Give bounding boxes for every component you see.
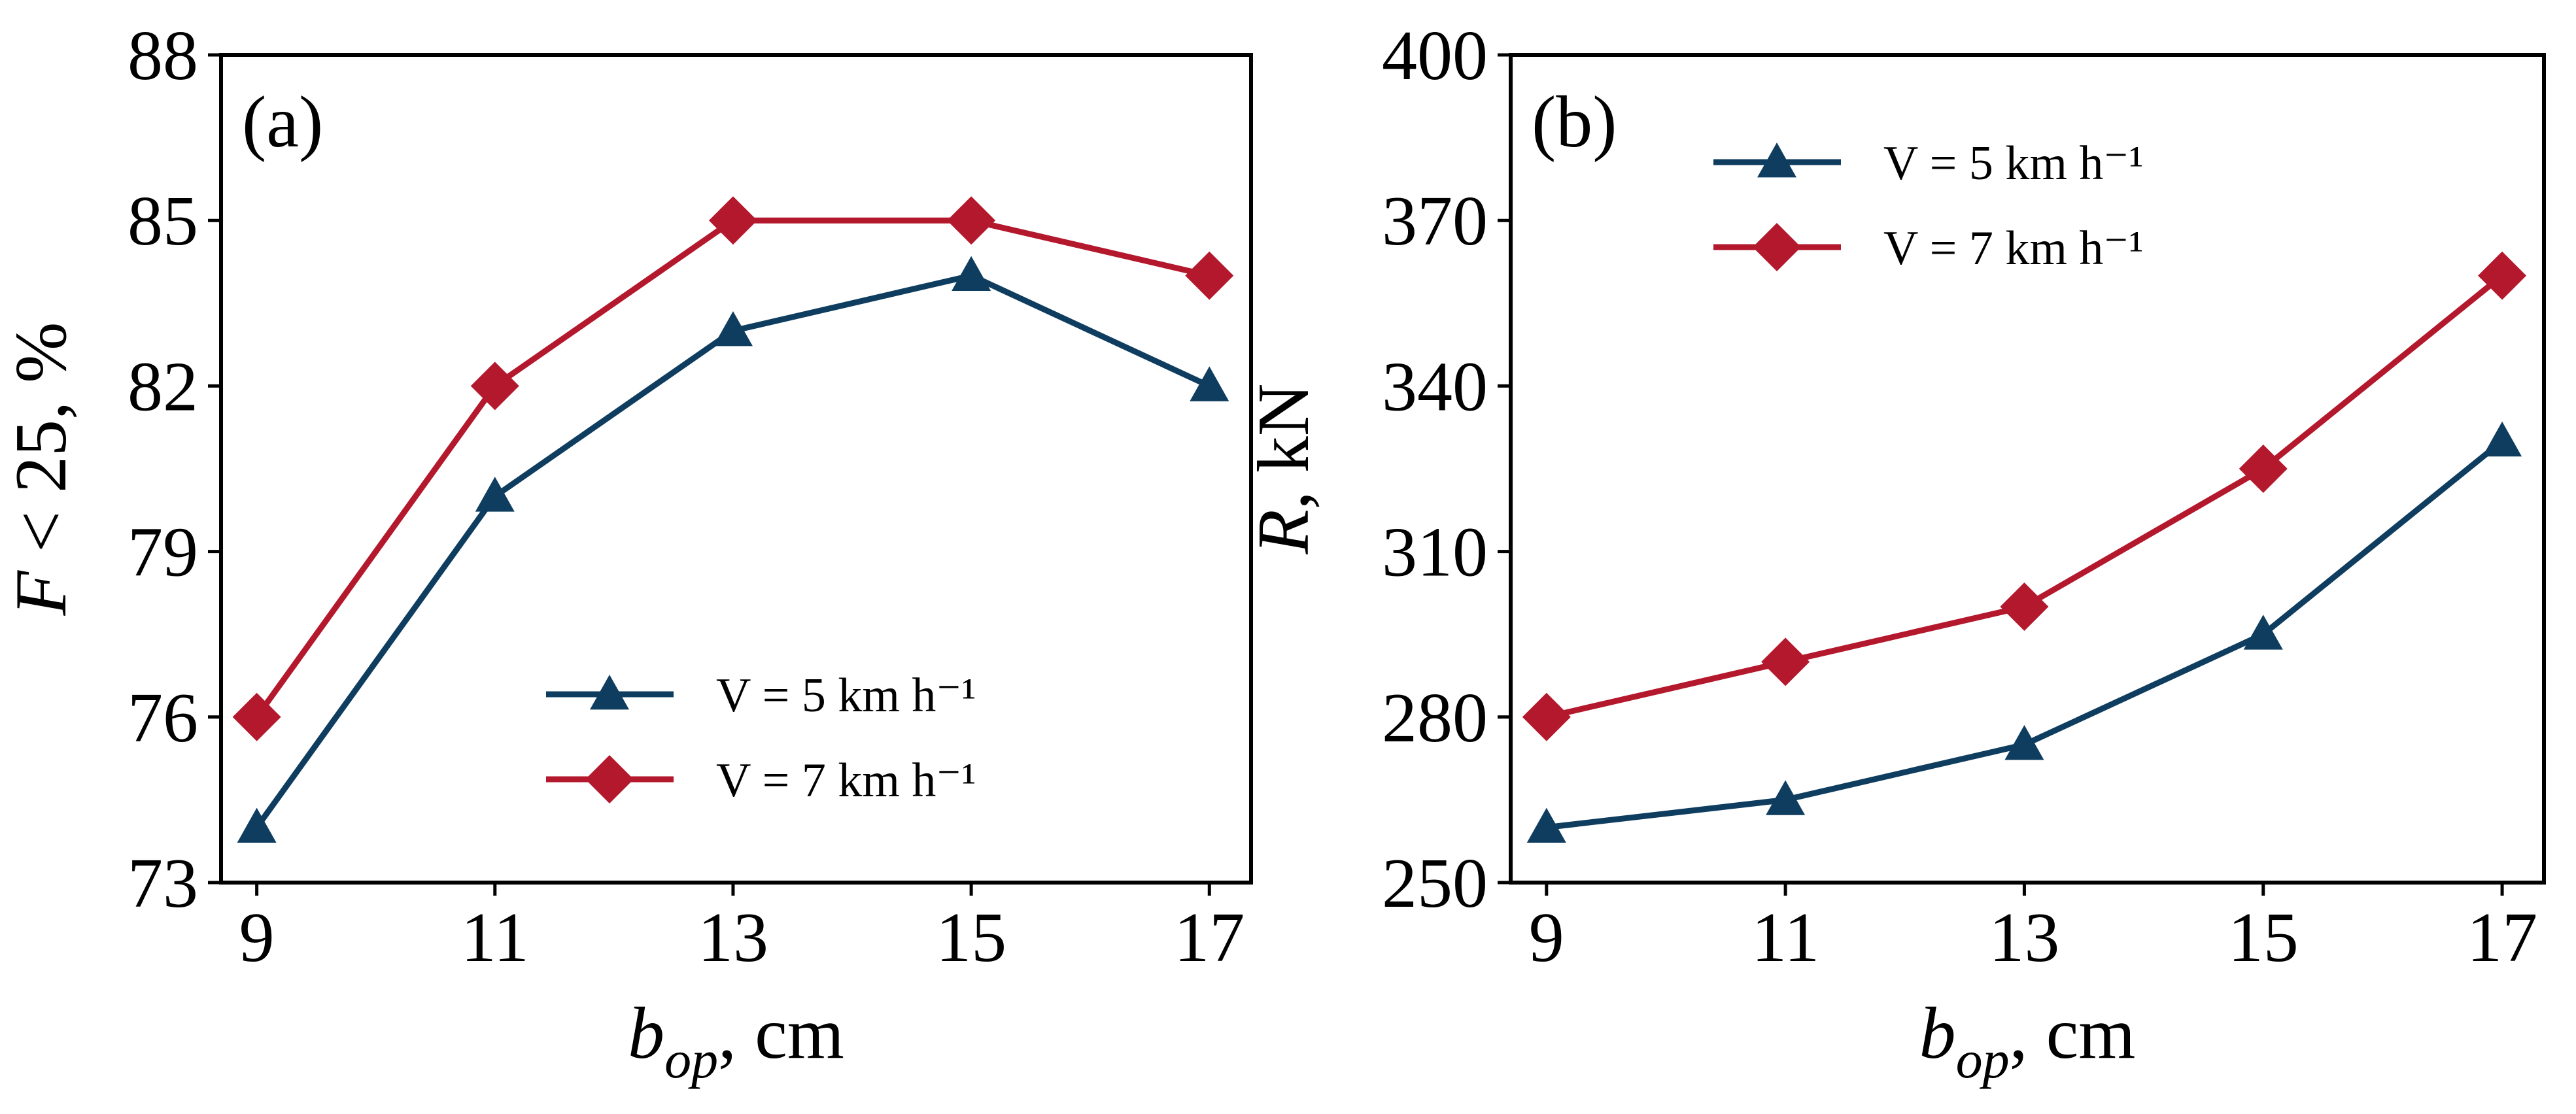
x-tick-label: 9 bbox=[1529, 899, 1564, 977]
diamond-marker bbox=[947, 196, 996, 245]
triangle-marker bbox=[713, 311, 753, 346]
x-axis-label-unit: , cm bbox=[2010, 993, 2136, 1074]
legend-entry: V = 5 km h⁻¹ bbox=[1713, 137, 2144, 190]
x-tick-label: 17 bbox=[1174, 899, 1245, 977]
triangle-marker bbox=[1766, 780, 1806, 815]
legend-entry: V = 7 km h⁻¹ bbox=[546, 754, 976, 807]
x-tick-label: 11 bbox=[1751, 899, 1819, 977]
diamond-marker bbox=[1185, 251, 1234, 300]
triangle-marker bbox=[952, 256, 991, 291]
legend-marker bbox=[1753, 223, 1801, 271]
panel-label: (b) bbox=[1532, 82, 1617, 163]
triangle-marker bbox=[1190, 366, 1229, 401]
legend-entry: V = 5 km h⁻¹ bbox=[546, 669, 976, 722]
x-tick-label: 9 bbox=[239, 899, 275, 977]
x-tick-label: 15 bbox=[2228, 899, 2299, 977]
diamond-marker bbox=[232, 692, 281, 741]
panel-label: (a) bbox=[242, 82, 323, 163]
legend-marker bbox=[1757, 143, 1796, 178]
y-tick-label: 88 bbox=[128, 17, 198, 95]
y-tick-label: 73 bbox=[128, 845, 198, 922]
series-v5 bbox=[237, 256, 1229, 843]
series-v7 bbox=[232, 196, 1234, 741]
y-tick-label: 76 bbox=[128, 679, 198, 757]
diamond-marker bbox=[2478, 251, 2527, 300]
x-axis-label: bop, cm bbox=[628, 993, 844, 1089]
y-tick-label: 79 bbox=[128, 514, 198, 592]
diamond-marker bbox=[1522, 692, 1571, 741]
series-line bbox=[1545, 273, 2504, 720]
x-tick-label: 13 bbox=[698, 899, 768, 977]
y-tick-label: 400 bbox=[1382, 17, 1488, 95]
legend-label: V = 5 km h⁻¹ bbox=[716, 669, 976, 722]
legend-entry: V = 7 km h⁻¹ bbox=[1713, 222, 2144, 275]
legend-label: V = 5 km h⁻¹ bbox=[1883, 137, 2144, 190]
triangle-marker bbox=[2004, 725, 2044, 760]
y-axis-label-unit: < 25, % bbox=[1, 322, 82, 571]
x-tick-label: 15 bbox=[936, 899, 1006, 977]
y-tick-label: 340 bbox=[1382, 348, 1488, 426]
panel-b: 250 280 310 340 370 400 9 11 13 15 17 bop, cm R, kN (… bbox=[1243, 17, 2546, 1089]
y-axis-label: F < 25, % bbox=[1, 322, 82, 616]
y-axis-label-main: R bbox=[1243, 509, 1324, 554]
plot-frame bbox=[219, 53, 1253, 885]
y-tick-label: 250 bbox=[1382, 845, 1488, 922]
x-axis-label-main: b bbox=[628, 993, 664, 1074]
series-line bbox=[1546, 439, 2504, 831]
triangle-marker bbox=[2243, 615, 2283, 650]
plot-frame bbox=[1509, 53, 2546, 885]
diamond-marker bbox=[708, 196, 757, 245]
triangle-marker bbox=[237, 807, 277, 843]
y-tick-label: 370 bbox=[1382, 182, 1488, 260]
x-tick-label: 17 bbox=[2467, 899, 2537, 977]
y-axis-label: R, kN bbox=[1243, 383, 1324, 554]
diamond-marker bbox=[470, 362, 519, 411]
y-axis-label-unit: , kN bbox=[1243, 383, 1324, 509]
legend-label: V = 7 km h⁻¹ bbox=[716, 754, 976, 807]
x-axis-label-subscript: op bbox=[1956, 1030, 2010, 1089]
triangle-marker bbox=[475, 477, 515, 512]
triangle-marker bbox=[1526, 807, 1566, 843]
legend-marker bbox=[590, 675, 629, 710]
series-v5 bbox=[1526, 421, 2522, 843]
series-line bbox=[254, 217, 1211, 719]
legend-label: V = 7 km h⁻¹ bbox=[1883, 222, 2144, 275]
x-axis-label-unit: , cm bbox=[718, 993, 844, 1074]
legend-marker bbox=[585, 755, 634, 803]
y-tick-label: 310 bbox=[1382, 514, 1488, 592]
x-axis-label: bop, cm bbox=[1919, 993, 2136, 1089]
x-tick-label: 11 bbox=[461, 899, 529, 977]
triangle-marker bbox=[2482, 421, 2522, 457]
y-axis-label-main: F bbox=[1, 569, 82, 616]
panel-a: 73 76 79 82 85 88 9 11 13 15 17 bop, cm F < 25, % (a)… bbox=[1, 17, 1253, 1089]
series-v7 bbox=[1522, 251, 2527, 741]
y-tick-label: 85 bbox=[128, 182, 198, 260]
diamond-marker bbox=[2239, 445, 2288, 493]
y-tick-label: 280 bbox=[1382, 679, 1488, 757]
y-tick-label: 82 bbox=[128, 348, 198, 426]
x-tick-label: 13 bbox=[1989, 899, 2059, 977]
diamond-marker bbox=[2000, 582, 2049, 631]
diamond-marker bbox=[1761, 637, 1810, 686]
series-line bbox=[254, 273, 1211, 830]
x-axis-label-subscript: op bbox=[664, 1030, 718, 1089]
x-axis-label-main: b bbox=[1919, 993, 1956, 1074]
